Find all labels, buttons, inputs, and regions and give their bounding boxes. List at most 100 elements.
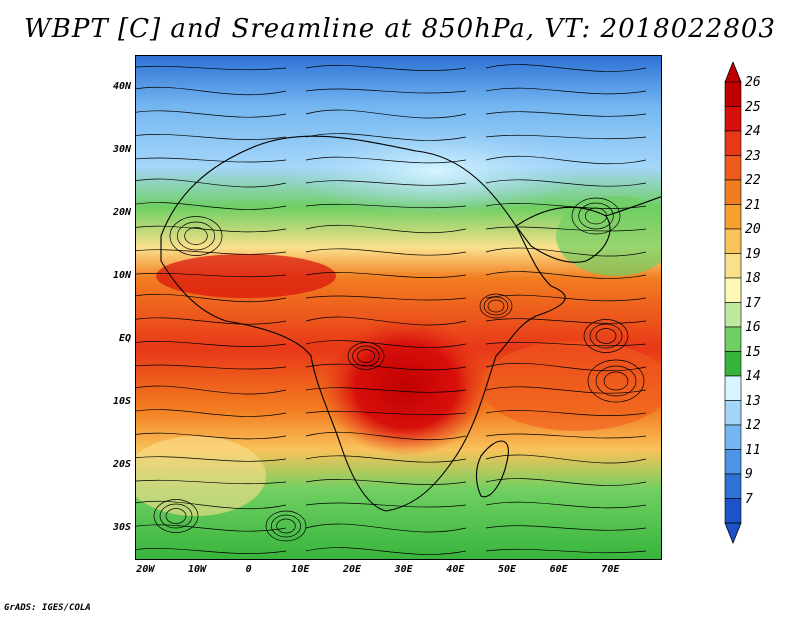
streamline xyxy=(305,455,467,463)
streamline xyxy=(305,502,467,508)
streamline xyxy=(305,316,467,326)
chart-title: WBPT [C] and Sreamline at 850hPa, VT: 20… xyxy=(24,14,776,44)
streamline xyxy=(485,179,647,187)
streamline xyxy=(136,524,287,532)
streamline xyxy=(485,548,647,554)
streamline xyxy=(305,547,467,555)
lat-tick-label: 10N xyxy=(112,269,131,281)
vortex-streamline xyxy=(356,349,376,363)
streamline xyxy=(136,65,287,71)
streamline xyxy=(136,157,287,163)
vortex-streamline xyxy=(595,365,637,397)
streamline xyxy=(485,64,647,72)
vortex-streamline xyxy=(169,216,223,256)
africa-coastline xyxy=(160,135,566,512)
lon-tick-label: 10W xyxy=(187,564,207,575)
colorbar-level-label: 25 xyxy=(745,99,761,115)
streamline xyxy=(305,363,467,371)
streamline xyxy=(485,87,647,95)
streamline xyxy=(136,178,287,188)
vortex-streamline xyxy=(587,359,645,403)
colorbar-level-label: 23 xyxy=(745,148,761,164)
streamline xyxy=(305,88,467,94)
streamline xyxy=(136,272,287,278)
vortex-streamline xyxy=(483,296,509,316)
lon-tick-label: 60E xyxy=(549,564,568,575)
colorbar-level-label: 7 xyxy=(745,491,753,507)
streamline xyxy=(305,295,467,301)
streamline xyxy=(305,180,467,186)
colorbar-level-label: 17 xyxy=(745,295,761,311)
colorbar-level-label: 11 xyxy=(745,442,761,458)
vortex-streamline xyxy=(347,342,385,370)
vortex-streamline xyxy=(165,508,187,524)
colorbar xyxy=(724,62,742,545)
lon-tick-label: 20W xyxy=(136,564,155,575)
lat-tick-label: 20S xyxy=(112,459,131,471)
colorbar-level-label: 13 xyxy=(745,393,761,409)
streamline xyxy=(485,386,647,394)
streamline xyxy=(136,364,287,370)
vortex-streamline xyxy=(276,518,296,534)
colorbar-level-label: 20 xyxy=(745,222,761,237)
colorbar-level-label: 22 xyxy=(745,173,761,188)
vortex-streamline xyxy=(583,319,629,353)
colorbar-swatch xyxy=(724,228,742,254)
colorbar-level-label: 12 xyxy=(745,418,761,433)
vortex-streamline xyxy=(153,499,199,533)
streamline xyxy=(305,65,467,71)
streamline xyxy=(305,156,467,164)
streamline xyxy=(305,431,467,441)
streamline xyxy=(136,202,287,210)
colorbar-level-label: 9 xyxy=(745,467,753,482)
lon-tick-label: 30E xyxy=(394,564,413,575)
lat-tick-label: 30S xyxy=(112,522,131,534)
streamline xyxy=(136,479,287,485)
vortex-streamline xyxy=(265,510,307,542)
streamlines-layer xyxy=(136,64,647,555)
streamline xyxy=(305,224,467,234)
colorbar-swatch xyxy=(724,81,742,107)
colorbar-level-label: 15 xyxy=(745,344,761,360)
streamline xyxy=(485,318,647,324)
streamline xyxy=(305,387,467,393)
vortex-streamline xyxy=(159,503,193,529)
arabia-coastline xyxy=(515,206,611,263)
streamline xyxy=(485,294,647,302)
streamline xyxy=(305,523,467,533)
colorbar-swatch xyxy=(724,277,742,303)
streamline xyxy=(136,341,287,347)
colorbar-swatch xyxy=(724,130,742,156)
streamline xyxy=(305,133,467,141)
streamline xyxy=(485,134,647,140)
sahel-hot-band xyxy=(156,254,336,298)
streamline xyxy=(305,410,467,416)
streamline xyxy=(305,272,467,278)
vortex-streamline xyxy=(595,328,617,344)
colorbar-swatch xyxy=(724,204,742,230)
colorbar-level-label: 19 xyxy=(745,246,761,262)
lat-tick-label: 30N xyxy=(112,143,131,155)
streamline xyxy=(136,548,287,554)
colorbar-level-label: 21 xyxy=(745,197,761,213)
streamline xyxy=(136,86,287,96)
streamline xyxy=(485,433,647,439)
streamline xyxy=(485,203,647,209)
streamline xyxy=(136,293,287,303)
colorbar-swatch xyxy=(724,351,742,377)
streamline xyxy=(136,110,287,118)
grads-credit: GrADS: IGES/COLA xyxy=(4,603,91,613)
streamline xyxy=(136,500,287,510)
colorbar-swatch xyxy=(724,449,742,475)
colorbar-swatch xyxy=(724,326,742,352)
streamline xyxy=(136,409,287,417)
lon-tick-label: 50E xyxy=(497,564,517,575)
streamline xyxy=(485,454,647,464)
south-atlantic-mild xyxy=(136,436,266,516)
lat-tick-label: EQ xyxy=(118,333,131,345)
vortex-streamline xyxy=(176,221,216,251)
streamline xyxy=(485,478,647,486)
streamline xyxy=(485,271,647,279)
lat-tick-label: 10S xyxy=(112,396,131,408)
coastline-layer xyxy=(160,135,661,512)
